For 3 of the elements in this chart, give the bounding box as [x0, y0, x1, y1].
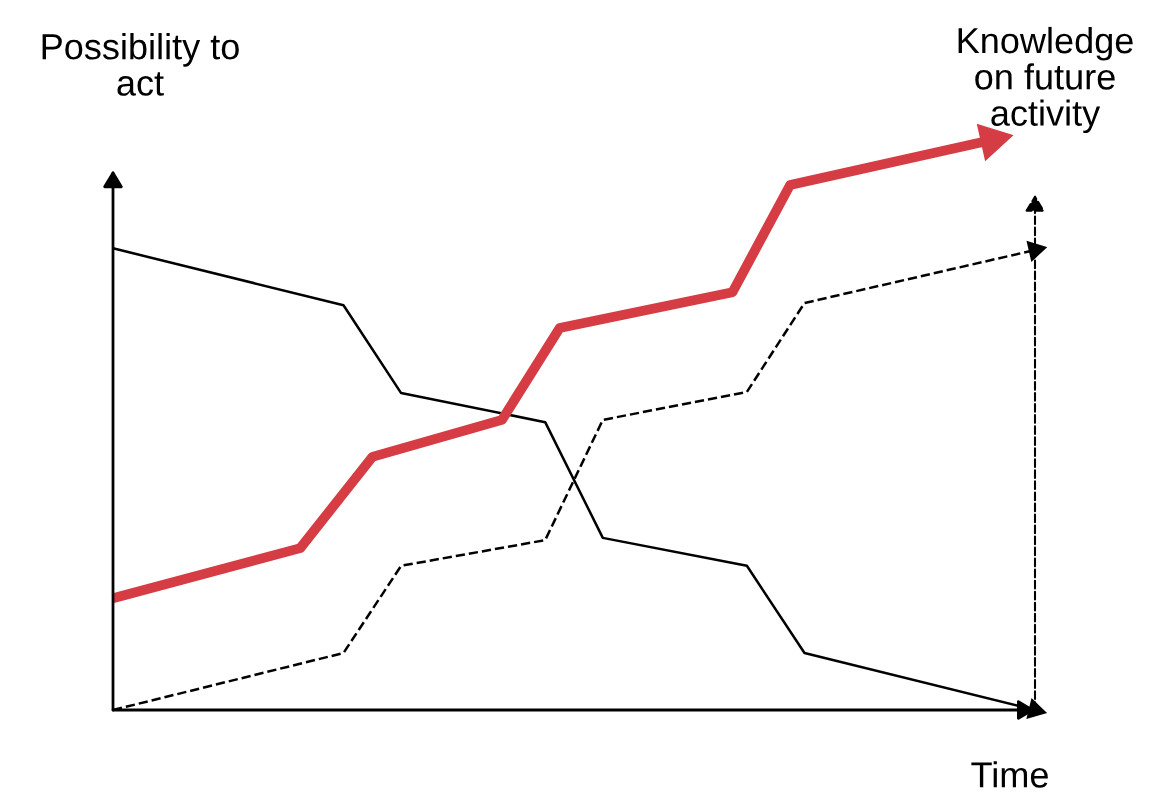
y2-axis-title: Knowledge on future activity: [958, 26, 1133, 134]
x-axis-title: Time: [971, 761, 1048, 788]
y-axis-title: Possibility to act: [42, 33, 239, 96]
